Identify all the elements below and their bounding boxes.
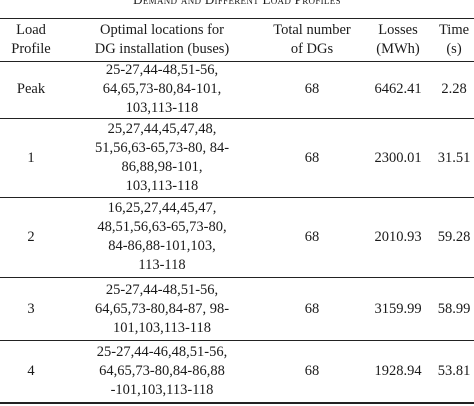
cell-locations: 25,27,44,45,47,48, 51,56,63-65,73-80, 84…: [94, 121, 230, 194]
header-losses: Losses (MWh): [376, 22, 420, 57]
cell-time: 53.81: [437, 363, 471, 379]
cell-time: 2.28: [441, 81, 467, 97]
cell-time: 58.99: [437, 301, 471, 317]
cell-total-dgs: 68: [304, 363, 320, 379]
row-divider: [0, 340, 474, 341]
table-caption: Demand and Different Load Profiles: [0, 0, 474, 8]
cell-locations: 25-27,44-48,51-56, 64,65,73-80,84-101, 1…: [102, 62, 222, 116]
cell-losses: 1928.94: [374, 363, 422, 379]
cell-load-profile: 4: [27, 363, 35, 379]
cell-locations: 25-27,44-46,48,51-56, 64,65,73-80,84-86,…: [96, 344, 228, 398]
cell-total-dgs: 68: [304, 301, 320, 317]
cell-total-dgs: 68: [304, 81, 320, 97]
cell-total-dgs: 68: [304, 150, 320, 166]
cell-losses: 2010.93: [374, 229, 422, 245]
header-locations: Optimal locations for DG installation (b…: [94, 22, 230, 57]
cell-time: 31.51: [437, 150, 471, 166]
header-bottom-rule: [0, 61, 474, 62]
header-top-rule: [0, 18, 474, 19]
cell-total-dgs: 68: [304, 229, 320, 245]
table-bottom-rule: [0, 402, 474, 404]
header-total-dgs: Total number of DGs: [273, 22, 351, 57]
row-divider: [0, 277, 474, 278]
cell-load-profile: 2: [27, 229, 35, 245]
cell-load-profile: 1: [27, 150, 35, 166]
header-load-profile: Load Profile: [11, 22, 51, 57]
cell-locations: 16,25,27,44,45,47, 48,51,56,63-65,73-80,…: [97, 200, 227, 273]
cell-losses: 6462.41: [374, 81, 422, 97]
cell-locations: 25-27,44-48,51-56, 64,65,73-80,84-87, 98…: [94, 282, 230, 336]
cell-load-profile: Peak: [16, 81, 46, 97]
cell-time: 59.28: [437, 229, 471, 245]
cell-losses: 2300.01: [374, 150, 422, 166]
cell-load-profile: 3: [27, 301, 35, 317]
header-time: Time (s): [438, 22, 470, 57]
row-divider: [0, 197, 474, 198]
row-divider: [0, 118, 474, 119]
cell-losses: 3159.99: [374, 301, 422, 317]
